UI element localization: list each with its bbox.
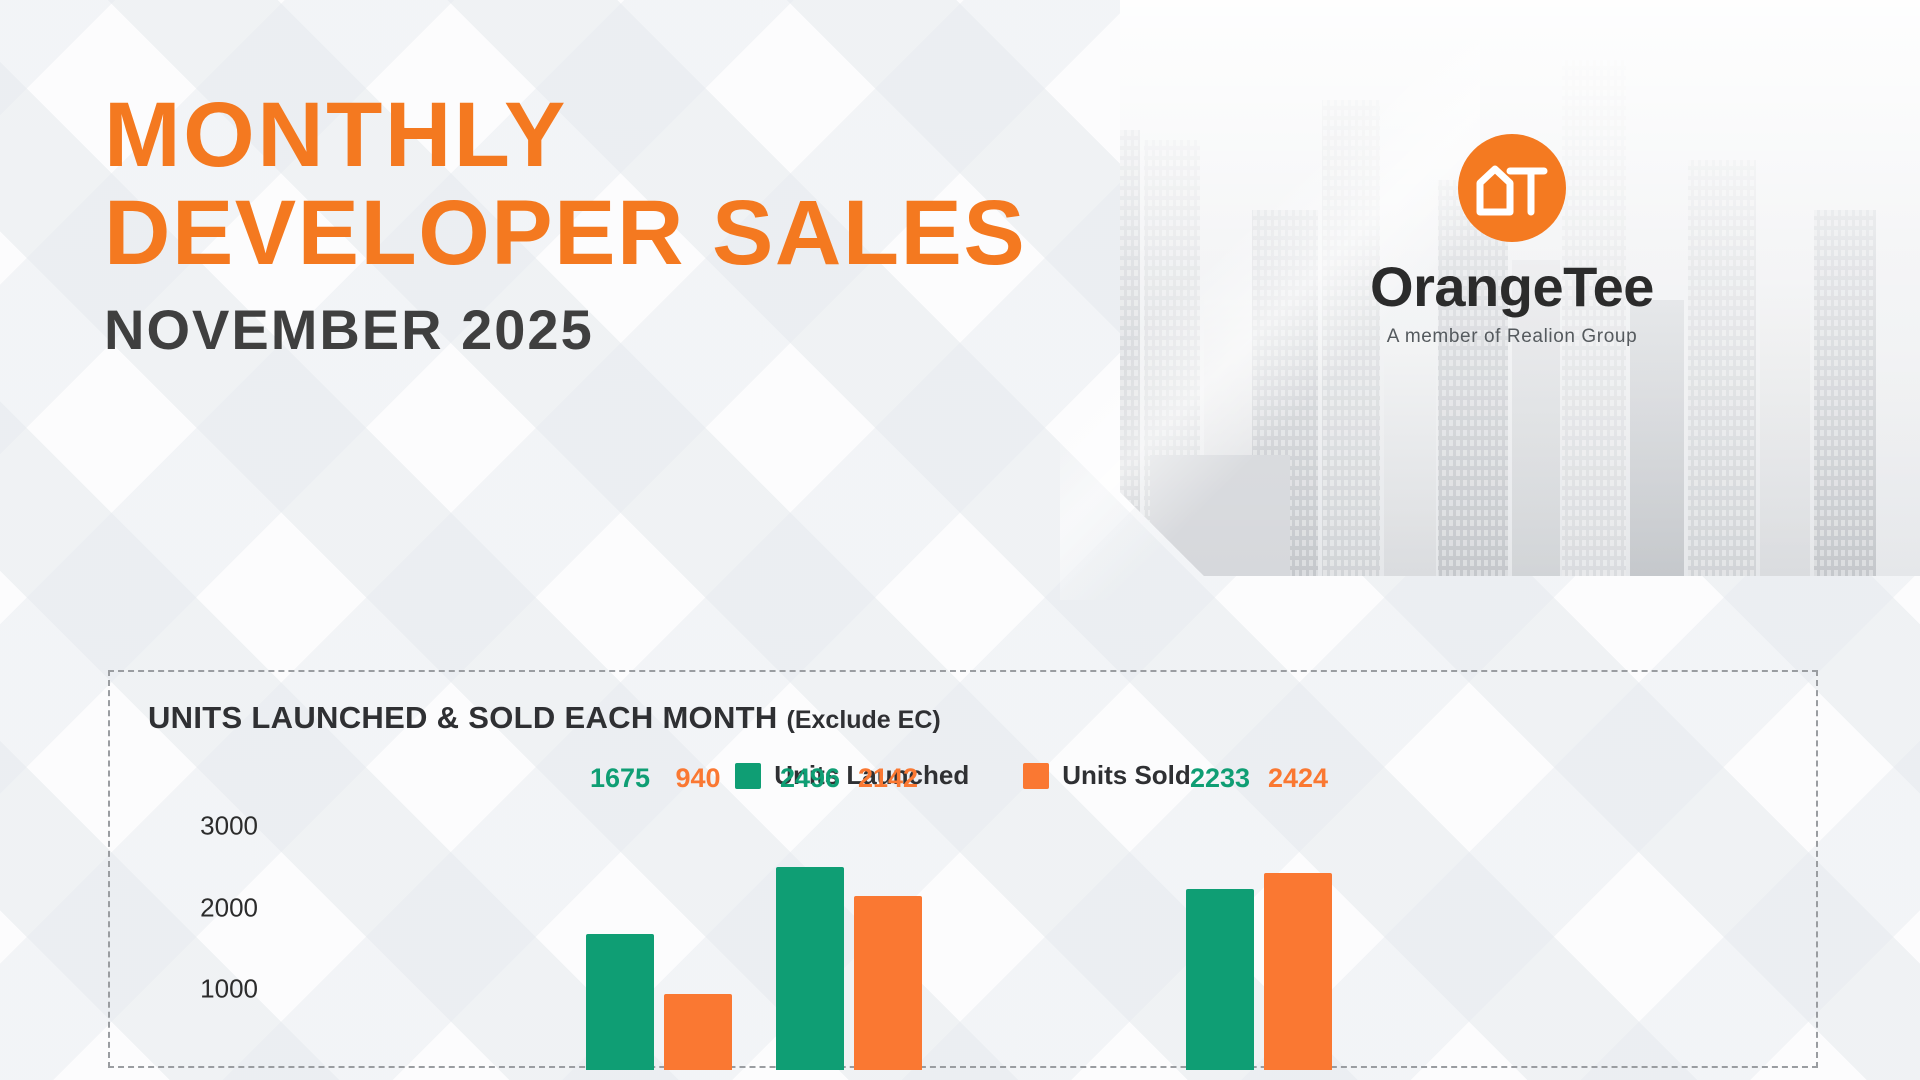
bar-value-label: 1675	[589, 763, 651, 793]
page-title-line-1: MONTHLY	[104, 84, 568, 186]
y-axis-tick: 2000	[200, 892, 258, 923]
bar-column[interactable]: 2142	[854, 763, 922, 1070]
bar[interactable]	[586, 933, 654, 1070]
title-block: MONTHLY DEVELOPER SALES NOVEMBER 2025	[104, 86, 1026, 360]
bar-column[interactable]: 2496	[776, 763, 844, 1070]
chart-title: UNITS LAUNCHED & SOLD EACH MONTH (Exclud…	[148, 700, 941, 736]
bar-group: 1675 940	[586, 763, 732, 1070]
legend-swatch-units-launched	[735, 762, 762, 789]
chart-panel: UNITS LAUNCHED & SOLD EACH MONTH (Exclud…	[108, 670, 1818, 1070]
legend-swatch-units-sold	[1023, 762, 1050, 789]
y-axis: 1000 2000 3000	[128, 802, 258, 1070]
bar-value-label: 2142	[857, 763, 919, 793]
logo-tagline: A member of Realion Group	[1386, 326, 1638, 347]
legend-label-units-sold: Units Sold	[1062, 760, 1191, 790]
orangetee-monogram-icon	[1458, 134, 1566, 242]
page-subtitle: NOVEMBER 2025	[104, 298, 594, 361]
bar-column[interactable]: 2233	[1186, 763, 1254, 1070]
bar-value-label: 2496	[779, 763, 841, 793]
bar[interactable]	[1186, 888, 1254, 1070]
page-title-line-2: DEVELOPER SALES	[104, 182, 1027, 284]
y-axis-tick: 3000	[200, 810, 258, 841]
bar-groups: 1675 940 2496 2142 2233 2424	[286, 763, 1798, 1070]
chart-title-suffix: (Exclude EC)	[786, 706, 941, 734]
bar-group: 2233 2424	[1186, 763, 1332, 1070]
legend-item-units-launched[interactable]: Units Launched	[735, 760, 969, 791]
chart-legend: Units Launched Units Sold	[110, 760, 1816, 791]
chart-plot-area: 1000 2000 3000 1675 940 2496 2142 2233 2424	[110, 763, 1816, 1070]
bar[interactable]	[664, 993, 732, 1070]
bar-value-label: 2233	[1189, 763, 1251, 793]
bar-column[interactable]: 1675	[586, 763, 654, 1070]
bar-value-label: 2424	[1267, 763, 1329, 793]
legend-item-units-sold[interactable]: Units Sold	[1023, 760, 1191, 791]
bar-group: 2496 2142	[776, 763, 922, 1070]
brand-logo: OrangeTee A member of Realion Group	[1248, 134, 1776, 348]
chart-title-main: UNITS LAUNCHED & SOLD EACH MONTH	[148, 700, 778, 735]
bar[interactable]	[854, 896, 922, 1070]
y-axis-tick: 1000	[200, 973, 258, 1004]
bar-column[interactable]: 2424	[1264, 763, 1332, 1070]
bar[interactable]	[776, 867, 844, 1070]
logo-wordmark: OrangeTee	[1370, 255, 1654, 318]
bar-value-label: 940	[675, 763, 721, 793]
bar-column[interactable]: 940	[664, 763, 732, 1070]
bar[interactable]	[1264, 873, 1332, 1070]
